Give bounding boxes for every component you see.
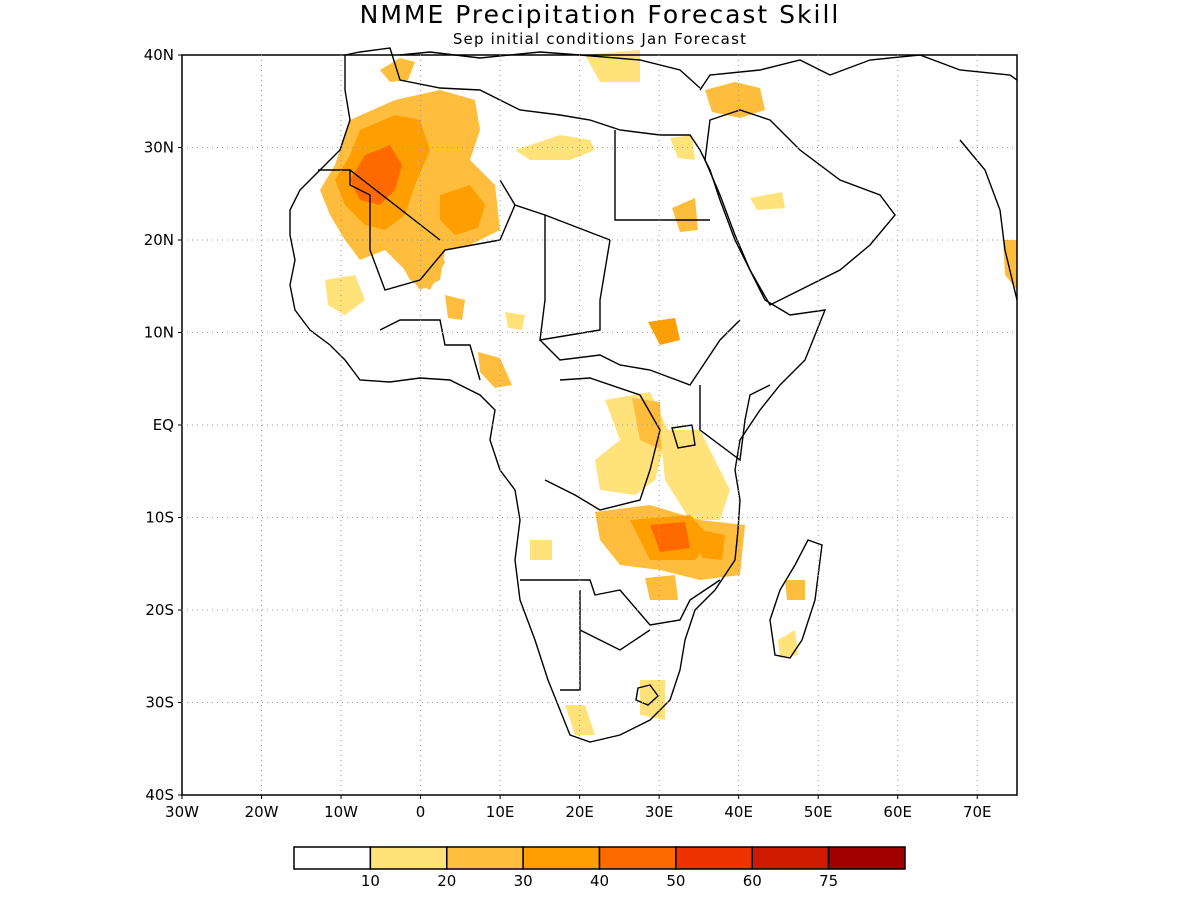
lon-tick-label: 10W [324,803,358,821]
sudan-border [539,215,611,341]
skill-area-sahel-mid [325,275,365,315]
middle-east-coastline [699,54,1018,91]
skill-shading [320,50,1017,735]
lesotho-border [635,684,659,706]
skill-area-nw-sahara-max [350,145,402,205]
west-africa-border [379,319,481,381]
africa-coastline [289,47,827,743]
lon-tick-label: 50E [804,803,833,821]
coastlines [289,47,1018,743]
colorbar-label: 50 [666,872,685,890]
lon-tick-label: 30E [645,803,674,821]
colorbar-label: 10 [361,872,380,890]
colorbar-label: 75 [819,872,838,890]
skill-area-sudan-north [672,198,698,232]
skill-area-sudan-south [648,318,680,345]
colorbar-swatch [675,846,753,870]
chart-title: NMME Precipitation Forecast Skill [359,0,841,29]
lat-tick-label: 40N [144,46,174,64]
skill-area-central-sahara [440,185,485,235]
skill-area-saudi [750,192,785,210]
skill-area-lake-tanganyika [632,398,662,450]
skill-area-chad [505,312,525,330]
colorbar-label: 60 [743,872,762,890]
colorbar-swatch [598,846,677,870]
libya-border [499,179,611,241]
skill-area-egypt-coast [585,50,640,82]
central-africa-border [539,319,741,386]
lon-tick-label: 40E [724,803,753,821]
sahara-border-1 [318,169,516,291]
skill-area-tanzania [660,430,730,520]
lat-tick-label: 30S [145,694,174,712]
lake-victoria [671,424,696,449]
lat-tick-label: 30N [144,139,174,157]
graticule [182,55,1017,795]
arabian-peninsula-coastline [704,109,896,306]
sahara-border-2 [349,169,441,241]
skill-area-levant [705,82,765,118]
madagascar-coastline [769,539,823,659]
skill-area-angola [530,540,552,560]
lon-tick-label: 30W [165,803,199,821]
egypt-border [614,130,710,221]
skill-area-madagascar-south [778,630,798,658]
skill-area-mozambique [700,530,725,560]
lon-tick-label: 60E [883,803,912,821]
lat-tick-label: 20S [145,601,174,619]
skill-area-zimbabwe [645,575,678,600]
colorbar-swatch [446,846,524,870]
southern-africa-border [520,579,721,626]
lat-tick-label: 20N [144,231,174,249]
colorbar-swatch [293,846,372,870]
longitude-tick-labels: 30W 20W 10W 0 10E 20E 30E 40E 50E 60E 70E [165,795,992,821]
colorbar-label: 20 [437,872,456,890]
lon-tick-label: 20E [565,803,594,821]
skill-area-guinea [445,295,465,320]
lon-tick-label: 10E [486,803,515,821]
colorbar-swatch [751,846,830,870]
chart-subtitle: Sep initial conditions Jan Forecast [452,30,748,48]
skill-area-madagascar [785,580,805,600]
colorbar-swatch [369,846,448,870]
latitude-tick-labels: 40N 30N 20N 10N EQ 10S 20S 30S 40S [144,46,182,804]
skill-area-malawi-core [650,522,690,552]
lat-tick-label: 10N [144,324,174,342]
botswana-border [579,629,651,651]
lat-tick-label: 40S [145,786,174,804]
skill-area-nigeria [478,352,512,388]
lat-tick-label: EQ [153,416,174,434]
skill-area-libya [515,135,595,160]
skill-area-india-west [1003,240,1017,290]
india-coastline [959,139,1018,301]
east-africa-border [699,384,771,462]
lon-tick-label: 20W [245,803,279,821]
colorbar-swatch [827,846,906,870]
skill-area-sahel-west [395,235,445,290]
colorbar-label: 30 [514,872,533,890]
lat-tick-label: 10S [145,509,174,527]
namibia-border [560,590,581,691]
congo-border [544,377,661,511]
lon-tick-label: 70E [963,803,992,821]
colorbar: 10 20 30 40 50 60 75 [293,846,906,890]
colorbar-label: 40 [590,872,609,890]
colorbar-swatch [522,846,601,870]
lon-tick-label: 0 [416,803,426,821]
mediterranean-north-coast [399,51,701,89]
